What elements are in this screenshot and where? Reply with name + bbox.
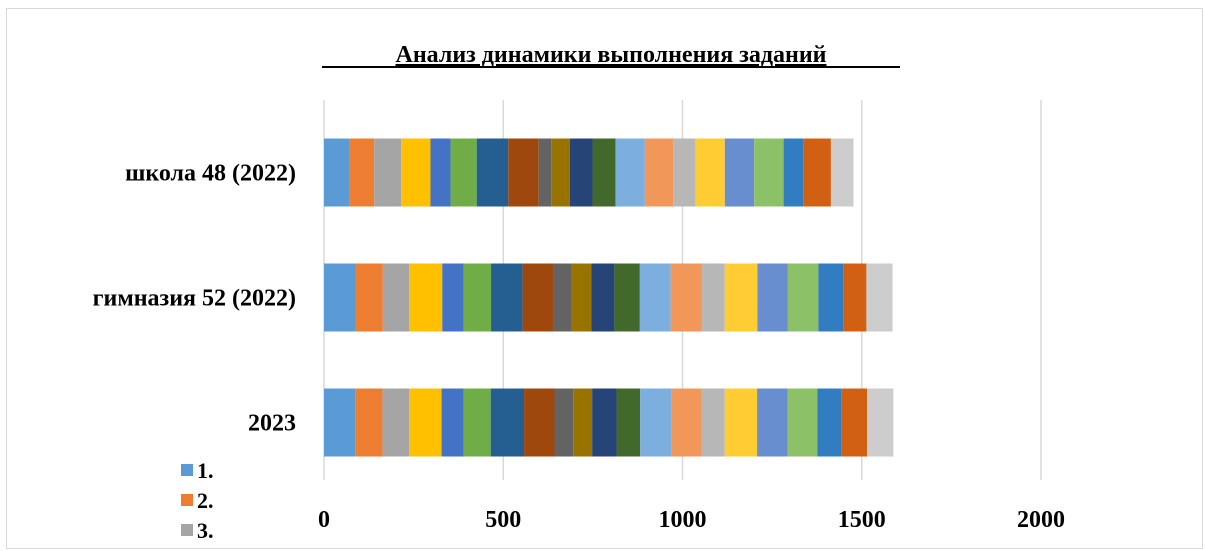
bar-segment [616,388,641,457]
category-label: гимназия 52 (2022) [93,286,296,312]
bar-segment [614,263,640,332]
bar-segment [757,263,788,332]
bar-segment [639,263,671,332]
bar-segment [724,138,755,207]
bar-segment [490,388,525,457]
bar-segment [374,138,402,207]
bar-segment [591,263,615,332]
x-tick-label: 0 [318,507,330,533]
bar-segment [866,263,893,332]
chart-title: Анализ динамики выполнения заданий [395,42,826,68]
bar-segment [571,263,592,332]
bar-segment [442,263,464,332]
bar-segment [382,263,410,332]
x-tick-label: 1500 [838,507,886,533]
bar-segment [757,388,788,457]
bars [324,138,894,457]
bar-segment [803,138,831,207]
bar-segment [522,263,554,332]
bar-segment [538,138,552,207]
x-tick-label: 1000 [659,507,707,533]
bar-segment [324,388,356,457]
bar-segment [701,263,725,332]
bar-segment [592,138,616,207]
bar-segment [463,388,491,457]
bar-segment [818,263,844,332]
bar-segment [524,388,555,457]
bar-segment [324,138,350,207]
bar-segment [615,138,645,207]
bar-segment [355,388,383,457]
bar-segment [843,263,867,332]
bar-segment [355,263,383,332]
legend-label: 1. [197,458,214,483]
bar-segment [349,138,375,207]
x-tick-label: 2000 [1017,507,1065,533]
bar-segment [401,138,431,207]
legend-label: 3. [197,518,214,543]
bar-segment [553,263,572,332]
bar-segment [644,138,674,207]
bar-segment [671,388,702,457]
bar-segment [695,138,725,207]
legend: 1. 2. 3. [181,458,214,543]
bar-segment [569,138,593,207]
bar-segment [867,388,894,457]
bar-segment [673,138,696,207]
bar-segment [554,388,574,457]
bar-segment [450,138,477,207]
bar-segment [754,138,784,207]
bar-segment [787,388,818,457]
bar-segment [441,388,464,457]
bar-segment [551,138,570,207]
bar-segment [491,263,523,332]
bar-segment [783,138,804,207]
category-labels: школа 48 (2022) гимназия 52 (2022) 2023 [93,161,296,437]
bar-segment [724,388,758,457]
bar-segment [640,388,672,457]
category-label: школа 48 (2022) [125,161,296,187]
bar-segment [592,388,617,457]
bar-segment [787,263,819,332]
bar-segment [324,263,356,332]
bar-segment [409,263,443,332]
x-tick-labels: 0 500 1000 1500 2000 [318,507,1065,533]
bar-segment [463,263,492,332]
bar-segment [573,388,593,457]
bar-segment [817,388,842,457]
legend-swatch [181,464,193,476]
legend-label: 2. [197,488,214,513]
bar-segment [841,388,868,457]
legend-swatch [181,494,193,506]
bar-segment [701,388,725,457]
bar-segment [430,138,451,207]
x-tick-label: 500 [485,507,521,533]
category-label: 2023 [248,411,296,437]
bar-segment [382,388,410,457]
bar-segment [409,388,442,457]
bar-segment [830,138,854,207]
bar-segment [724,263,758,332]
bar-segment [476,138,509,207]
legend-swatch [181,524,193,536]
bar-segment [508,138,539,207]
bar-segment [670,263,702,332]
